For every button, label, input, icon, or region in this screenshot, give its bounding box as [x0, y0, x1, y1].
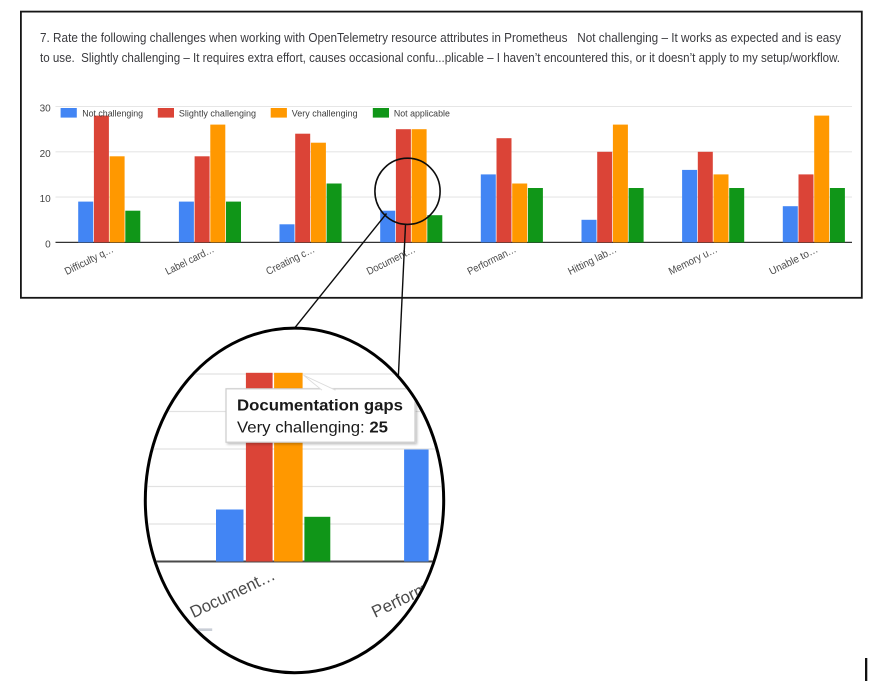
svg-text:10: 10 [40, 194, 52, 205]
svg-text:Documentation gaps: Documentation gaps [237, 398, 403, 415]
svg-text:Very challenging: 25: Very challenging: 25 [237, 420, 388, 437]
svg-text:30: 30 [40, 104, 52, 115]
svg-text:to use. Slightly challenging: to use. Slightly challenging – It requir… [40, 50, 840, 65]
svg-text:7. Rate the following challeng: 7. Rate the following challenges when wo… [40, 30, 841, 45]
svg-text:Not applicable: Not applicable [394, 108, 450, 119]
svg-text:0: 0 [45, 240, 51, 251]
svg-text:Slightly challenging: Slightly challenging [179, 108, 256, 119]
svg-text:Very challenging: Very challenging [292, 108, 358, 119]
svg-text:20: 20 [40, 149, 52, 160]
svg-text:Not challenging: Not challenging [82, 108, 143, 119]
